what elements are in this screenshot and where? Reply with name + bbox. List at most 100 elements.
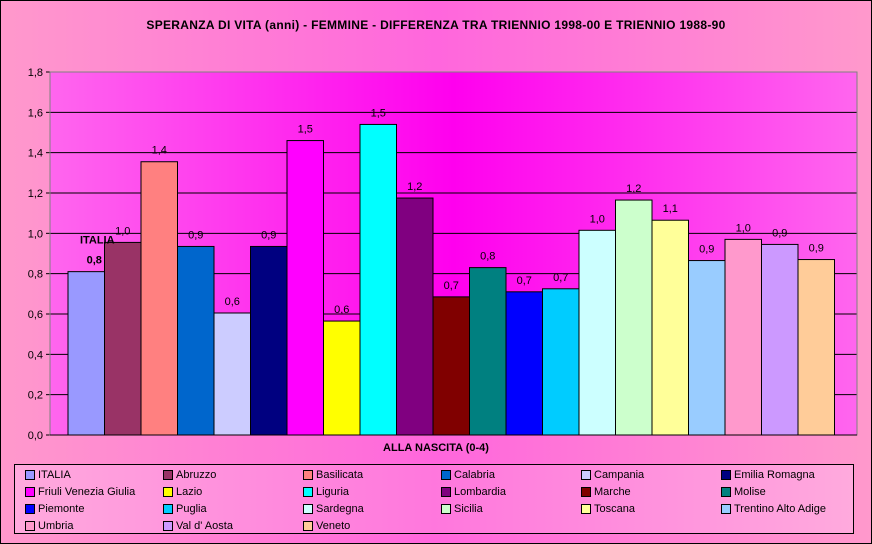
legend-item: Umbria — [25, 518, 73, 534]
legend-item: Calabria — [441, 467, 495, 483]
legend-item: Val d' Aosta — [163, 518, 233, 534]
legend-swatch — [581, 470, 591, 480]
legend-swatch — [441, 470, 451, 480]
legend-swatch — [721, 487, 731, 497]
bar — [724, 238, 762, 436]
bar — [432, 296, 470, 436]
y-tick-label: 1,6 — [28, 107, 43, 119]
data-label: 0,6 — [225, 296, 240, 308]
bar — [651, 219, 689, 436]
data-label: 1,4 — [152, 145, 167, 157]
bar — [688, 260, 726, 436]
legend-label: Sardegna — [316, 503, 364, 515]
legend-item: Abruzzo — [163, 467, 216, 483]
data-label: 0,9 — [772, 227, 787, 239]
legend-label: Puglia — [176, 503, 207, 515]
italia-annotation-label: ITALIA — [80, 235, 115, 247]
legend-swatch — [721, 504, 731, 514]
legend-item: Veneto — [303, 518, 350, 534]
y-tick-label: 0,2 — [28, 390, 43, 402]
data-label: 1,2 — [407, 181, 422, 193]
legend-label: Val d' Aosta — [176, 520, 233, 532]
legend-swatch — [303, 470, 313, 480]
legend-label: Abruzzo — [176, 469, 217, 481]
bar — [359, 123, 397, 436]
legend-item: Toscana — [581, 501, 635, 517]
y-tick-label: 1,0 — [28, 228, 43, 240]
data-label: 0,7 — [517, 275, 532, 287]
legend-swatch — [163, 521, 173, 531]
legend-swatch — [25, 504, 35, 514]
legend-swatch — [303, 521, 313, 531]
bar — [177, 245, 215, 436]
legend-swatch — [25, 470, 35, 480]
legend-label: Umbria — [38, 520, 74, 532]
legend-label: Basilicata — [316, 469, 364, 481]
legend-label: Calabria — [454, 469, 495, 481]
chart-legend: ITALIA Abruzzo Basilicata Calabria Campania E… — [14, 464, 854, 534]
legend-item: Liguria — [303, 484, 349, 500]
italia-annotation-value: 0,8 — [87, 255, 102, 267]
y-tick-label: 1,4 — [28, 148, 43, 160]
legend-swatch — [25, 521, 35, 531]
data-label: 1,0 — [115, 225, 130, 237]
legend-label: Liguria — [316, 486, 350, 498]
legend-item: Lazio — [163, 484, 202, 500]
data-label: 0,9 — [188, 229, 203, 241]
legend-label: ITALIA — [38, 469, 71, 481]
legend-label: Campania — [594, 469, 645, 481]
legend-swatch — [163, 470, 173, 480]
bar — [797, 259, 835, 436]
bar — [469, 267, 507, 436]
bar — [542, 288, 580, 436]
legend-label: Friuli Venezia Giulia — [38, 486, 136, 498]
data-label: 1,2 — [626, 183, 641, 195]
chart-title: SPERANZA DI VITA (anni) - FEMMINE - DIFF… — [146, 18, 726, 32]
data-label: 0,9 — [699, 244, 714, 256]
bar — [250, 245, 288, 436]
legend-item: Basilicata — [303, 467, 363, 483]
legend-swatch — [581, 487, 591, 497]
legend-label: Lombardia — [454, 486, 506, 498]
legend-item: Emilia Romagna — [721, 467, 815, 483]
legend-label: Molise — [734, 486, 766, 498]
bar — [396, 197, 434, 436]
legend-swatch — [163, 487, 173, 497]
bar — [505, 291, 543, 436]
data-label: 1,5 — [298, 124, 313, 136]
bar — [286, 140, 324, 436]
legend-label: Marche — [594, 486, 631, 498]
bar — [67, 271, 105, 436]
bar — [761, 243, 799, 436]
legend-item: Sicilia — [441, 501, 483, 517]
legend-item: Lombardia — [441, 484, 506, 500]
chart-plot: 0,0 0,2 0,4 0,6 0,8 1,0 1,2 1,4 1,6 1,8 1,0 1,4 0,9 0… — [28, 67, 858, 442]
legend-label: Veneto — [316, 520, 351, 532]
x-axis-label: ALLA NASCITA (0-4) — [383, 442, 489, 454]
bar — [140, 161, 178, 436]
data-label: 0,7 — [444, 280, 459, 292]
data-label: 0,9 — [261, 229, 276, 241]
y-tick-label: 1,2 — [28, 188, 43, 200]
legend-item: Marche — [581, 484, 631, 500]
bar — [104, 241, 142, 436]
data-label: 0,6 — [334, 304, 349, 316]
data-label: 1,1 — [663, 203, 678, 215]
data-label: 1,5 — [371, 107, 386, 119]
legend-swatch — [581, 504, 591, 514]
legend-item: Puglia — [163, 501, 207, 517]
legend-swatch — [441, 487, 451, 497]
legend-item: Molise — [721, 484, 766, 500]
legend-label: Piemonte — [38, 503, 85, 515]
data-label: 0,7 — [553, 272, 568, 284]
data-label: 0,9 — [809, 243, 824, 255]
legend-label: Sicilia — [454, 503, 483, 515]
legend-swatch — [441, 504, 451, 514]
y-tick-label: 1,8 — [28, 67, 43, 79]
legend-label: Trentino Alto Adige — [734, 503, 826, 515]
y-tick-label: 0,6 — [28, 309, 43, 321]
y-tick-label: 0,8 — [28, 269, 43, 281]
data-label: 1,0 — [590, 213, 605, 225]
legend-label: Toscana — [594, 503, 635, 515]
data-label: 1,0 — [736, 222, 751, 234]
